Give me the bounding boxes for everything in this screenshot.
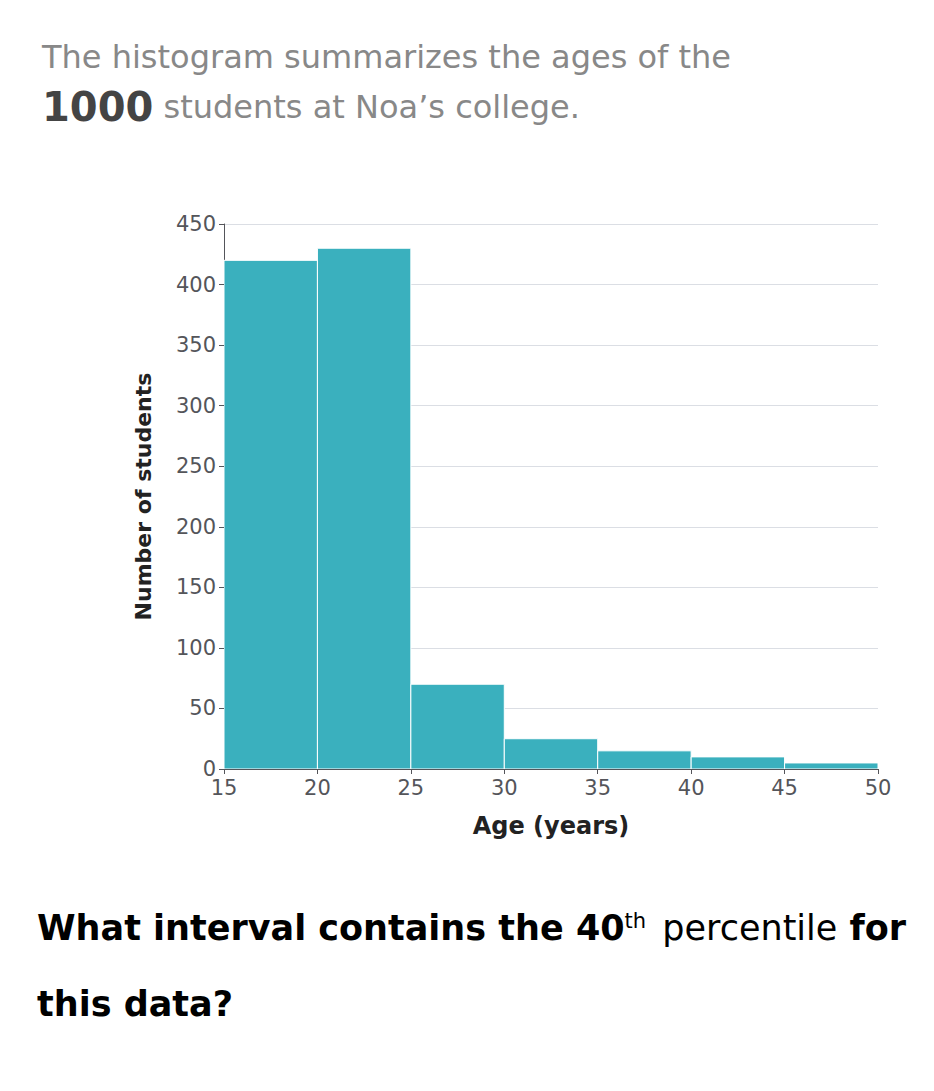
svg-text:for: for	[837, 908, 906, 948]
svg-text:1000: 1000	[42, 84, 153, 130]
svg-text:20: 20	[304, 776, 331, 800]
svg-text:40: 40	[678, 776, 705, 800]
svg-text:100: 100	[176, 636, 216, 660]
svg-text:35: 35	[584, 776, 611, 800]
svg-text:300: 300	[176, 394, 216, 418]
svg-text:30: 30	[491, 776, 518, 800]
svg-text:350: 350	[176, 333, 216, 357]
svg-text:150: 150	[176, 575, 216, 599]
svg-text:50: 50	[865, 776, 892, 800]
svg-text:Age (years): Age (years)	[473, 812, 630, 840]
svg-text:15: 15	[211, 776, 238, 800]
svg-text:400: 400	[176, 273, 216, 297]
svg-text:0: 0	[202, 757, 216, 781]
svg-text:What interval contains the: What interval contains the	[37, 908, 576, 948]
svg-text:this data?: this data?	[37, 984, 233, 1024]
svg-text:The histogram summarizes the a: The histogram summarizes the ages of the	[41, 38, 731, 76]
svg-text:450: 450	[176, 212, 216, 236]
svg-text:40: 40	[576, 908, 625, 948]
svg-text:percentile: percentile	[662, 908, 837, 948]
svg-text:Number of students: Number of students	[131, 373, 156, 621]
svg-text:250: 250	[176, 454, 216, 478]
svg-text:50: 50	[189, 696, 216, 720]
svg-text:th: th	[625, 909, 647, 933]
svg-text:25: 25	[397, 776, 424, 800]
svg-text:200: 200	[176, 515, 216, 539]
svg-text:students at Noa’s college.: students at Noa’s college.	[153, 88, 580, 126]
svg-text:45: 45	[771, 776, 798, 800]
